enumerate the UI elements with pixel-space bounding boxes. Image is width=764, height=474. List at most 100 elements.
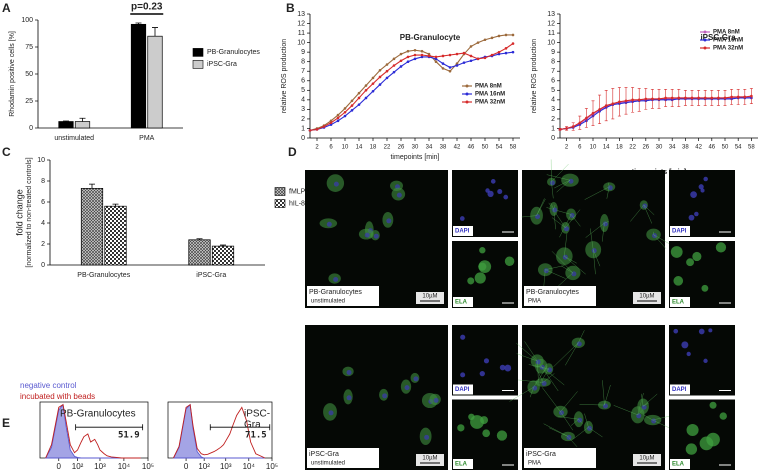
nucleus — [698, 328, 705, 335]
nucleus — [586, 425, 592, 431]
point — [406, 60, 410, 63]
channel-label-box — [453, 297, 473, 307]
point — [413, 57, 417, 61]
x-tick-label: 26 — [398, 145, 405, 151]
cell — [692, 251, 702, 262]
y-tick-label: 2 — [551, 116, 555, 123]
point — [624, 99, 628, 103]
y-tick-label: 50 — [25, 71, 33, 78]
bar — [211, 245, 235, 266]
x-tick-label: 30 — [412, 145, 419, 151]
x-tick-label: 10⁵ — [142, 462, 154, 471]
fiber — [564, 256, 586, 275]
point — [399, 52, 403, 56]
line — [45, 403, 141, 459]
chart-title: iPSC- — [244, 409, 270, 420]
nucleus — [688, 214, 695, 221]
nucleus — [424, 434, 430, 440]
point — [511, 42, 515, 45]
x-tick-label: 58 — [748, 145, 755, 151]
line — [559, 95, 752, 130]
x-tick-label: 58 — [510, 145, 517, 151]
point — [504, 47, 508, 50]
cell — [479, 247, 486, 254]
point — [504, 33, 508, 37]
x-tick-label: 18 — [370, 145, 377, 151]
point — [585, 116, 588, 120]
y-tick-label: 75 — [25, 44, 33, 51]
y-tick-label: 10 — [297, 39, 305, 46]
fiber — [570, 214, 581, 227]
y-tick-label: 100 — [21, 17, 33, 24]
point — [427, 52, 431, 56]
nucleus — [404, 385, 410, 391]
nucleus — [396, 192, 402, 198]
condition-label: PMA — [528, 299, 541, 305]
cell — [474, 272, 486, 284]
point — [462, 61, 466, 64]
point — [420, 53, 424, 57]
nucleus — [690, 191, 697, 198]
point — [723, 96, 727, 100]
error-bar — [196, 238, 203, 240]
point — [378, 83, 382, 86]
y-tick-label: 8 — [41, 178, 45, 185]
point — [427, 54, 431, 58]
point — [392, 70, 396, 74]
fiber — [642, 414, 653, 421]
point — [743, 95, 747, 99]
chart-title: iPSC-Gra — [700, 33, 736, 42]
point — [371, 89, 375, 93]
fiber — [516, 353, 538, 362]
fiber — [565, 342, 579, 366]
legend-label: hIL-8 — [289, 200, 305, 207]
legend-swatch — [703, 38, 707, 42]
x-tick-label: iPSC-Gra — [196, 272, 226, 279]
point — [441, 54, 445, 58]
panel-letter: C — [2, 145, 11, 159]
sample-label: PB-Granulocytes — [526, 289, 579, 296]
nucleus — [490, 179, 496, 184]
y-tick-label: 2 — [41, 241, 45, 248]
point — [308, 129, 312, 132]
point — [385, 63, 389, 66]
error-bar — [135, 22, 142, 25]
point — [406, 49, 410, 53]
y-tick-label: 4 — [41, 220, 45, 227]
fiber — [550, 202, 554, 210]
error-bar — [89, 183, 95, 189]
legend-label: PMA 16nM — [713, 38, 743, 44]
x-tick-label: 22 — [384, 145, 391, 151]
y-axis-label: relative ROS production — [531, 39, 538, 113]
fiber — [541, 366, 559, 392]
y-tick-label: 4 — [551, 97, 555, 104]
y-tick-label: 10 — [37, 157, 45, 164]
scale-label: 10µM — [639, 294, 654, 300]
cell — [467, 277, 475, 285]
point — [413, 48, 417, 52]
nucleus — [686, 351, 691, 357]
channel-image — [452, 170, 518, 237]
x-tick-label: 10² — [198, 462, 210, 471]
fiber — [584, 186, 610, 200]
bar — [74, 121, 91, 129]
y-tick-label: 9 — [301, 49, 305, 56]
legend-label: PMA 8nM — [475, 84, 502, 90]
x-tick-label: 54 — [496, 145, 503, 151]
point — [448, 66, 452, 69]
fiber — [606, 186, 610, 199]
cell — [685, 443, 698, 455]
y-tick-label: 25 — [25, 98, 33, 105]
x-tick-label: PB-Granulocytes — [77, 272, 130, 279]
point — [336, 119, 340, 123]
point — [483, 56, 487, 60]
x-tick-label: 50 — [482, 145, 489, 151]
x-tick-label: 34 — [669, 145, 676, 151]
scale-label: 10µM — [422, 456, 437, 462]
line — [559, 96, 752, 130]
fiber — [604, 221, 609, 224]
channel-label: ELA — [672, 462, 685, 468]
x-tick-label: 10³ — [94, 462, 106, 471]
channel-label-box — [453, 459, 473, 469]
